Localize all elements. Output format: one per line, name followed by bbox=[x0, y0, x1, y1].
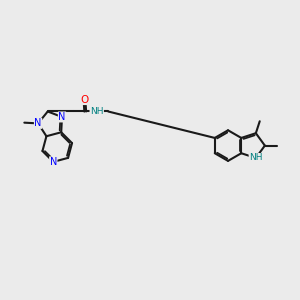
Text: N: N bbox=[50, 157, 57, 167]
Text: N: N bbox=[34, 118, 42, 128]
Text: N: N bbox=[58, 112, 66, 122]
Text: NH: NH bbox=[249, 154, 262, 163]
Text: NH: NH bbox=[90, 107, 104, 116]
Text: O: O bbox=[80, 94, 88, 104]
